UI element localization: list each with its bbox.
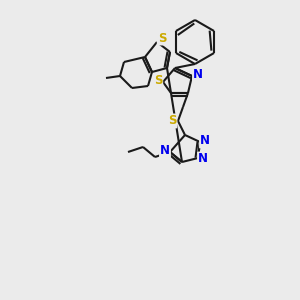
Text: S: S (154, 74, 162, 88)
Text: S: S (158, 32, 166, 44)
Text: N: N (193, 68, 203, 82)
Text: S: S (168, 115, 176, 128)
Text: N: N (200, 134, 210, 148)
Text: N: N (160, 145, 170, 158)
Text: N: N (198, 152, 208, 166)
